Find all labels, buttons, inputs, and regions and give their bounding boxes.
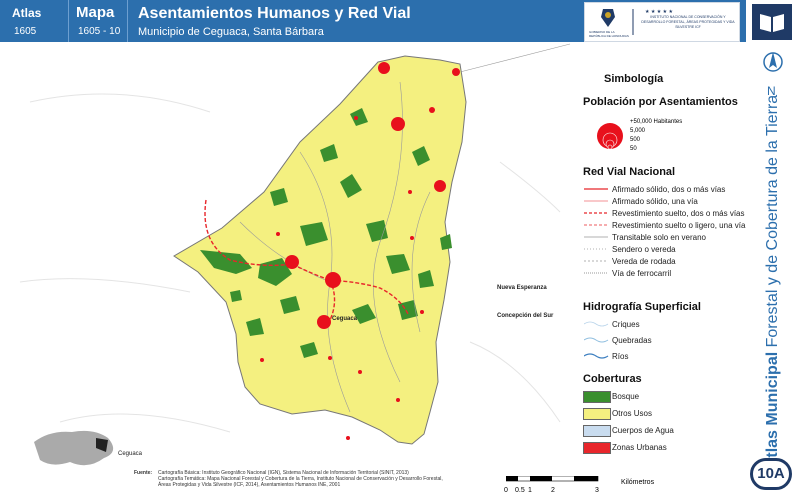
north-label: N bbox=[767, 84, 776, 98]
pop-item-4: 50 bbox=[630, 146, 637, 152]
cover-swatch-otros-usos bbox=[583, 408, 611, 420]
atlas-value: 1605 bbox=[14, 26, 37, 37]
population-symbols bbox=[597, 123, 623, 150]
legend-cover-title: Coberturas bbox=[583, 373, 642, 385]
footer-source-label: Fuente: bbox=[134, 470, 153, 476]
scale-tick-0: 0 bbox=[504, 487, 508, 494]
place-label-nueva-esperanza: Nueva Esperanza bbox=[497, 285, 547, 291]
vertical-title-bold: Atlas Municipal bbox=[764, 351, 781, 470]
settlements bbox=[260, 62, 460, 440]
inset-leader-line bbox=[459, 43, 571, 73]
road-item-1: Afirmado sólido, dos o más vías bbox=[612, 185, 726, 194]
legend-population-title: Población por Asentamientos bbox=[583, 96, 738, 108]
map-badge: 10A bbox=[750, 458, 792, 490]
mapa-cell: Mapa 1605 - 10 bbox=[69, 0, 128, 42]
header-bar: Atlas 1605 Mapa 1605 - 10 Asentamientos … bbox=[0, 0, 746, 42]
map-canvas[interactable] bbox=[0, 42, 746, 500]
hydro-item-1: Criques bbox=[612, 320, 640, 329]
mapa-label: Mapa bbox=[76, 4, 115, 21]
road-item-7: Vereda de rodada bbox=[612, 257, 676, 266]
place-label-concepcion-del-sur: Concepción del Sur bbox=[497, 313, 554, 319]
scale-tick-1: 0.5 bbox=[515, 487, 525, 494]
coat-of-arms-icon: ★ ★ ★ ★ ★ bbox=[601, 9, 673, 35]
legend-road-title: Red Vial Nacional bbox=[583, 166, 676, 178]
place-label-ceguaca: Ceguaca bbox=[332, 316, 358, 322]
mapa-value: 1605 - 10 bbox=[78, 26, 121, 37]
institution-logos: ★ ★ ★ ★ ★ GOBIERNO DE LA REPÚBLICA DE HO… bbox=[584, 2, 740, 42]
cover-swatch-urbanas bbox=[583, 442, 611, 454]
footer-line-1: Cartografía Básica: Instituto Geográfico… bbox=[158, 470, 409, 476]
hydro-symbols bbox=[584, 321, 609, 359]
cover-item-1: Bosque bbox=[612, 392, 640, 401]
svg-text:★ ★ ★ ★ ★: ★ ★ ★ ★ ★ bbox=[645, 9, 673, 15]
logo-right-text: INSTITUTO NACIONAL DE CONSERVACIÓN Y DES… bbox=[641, 15, 735, 29]
logo-left-text: GOBIERNO DE LA REPÚBLICA DE HONDURAS bbox=[589, 30, 629, 38]
cover-item-2: Otros Usos bbox=[612, 409, 653, 418]
legend-title: Simbología bbox=[604, 73, 664, 85]
hydro-item-2: Quebradas bbox=[612, 336, 652, 345]
scale-bar bbox=[506, 476, 599, 482]
scale-tick-3: 2 bbox=[551, 487, 555, 494]
scale-tick-2: 1 bbox=[528, 487, 532, 494]
pop-item-1: +50,000 Habitantes bbox=[630, 119, 683, 125]
terrain-lines bbox=[19, 93, 561, 433]
cover-item-3: Cuerpos de Agua bbox=[612, 426, 674, 435]
side-panel: N bbox=[746, 0, 800, 500]
atlas-label: Atlas bbox=[12, 6, 42, 20]
north-arrow-icon bbox=[763, 52, 783, 72]
cover-swatch-bosque bbox=[583, 391, 611, 403]
streams bbox=[239, 81, 431, 413]
cover-swatch-agua bbox=[583, 425, 611, 437]
cover-item-4: Zonas Urbanas bbox=[612, 443, 667, 452]
footer-line-2: Cartografía Temática: Mapa Nacional Fore… bbox=[158, 476, 443, 482]
road-item-4: Revestimiento suelto o ligero, una vía bbox=[612, 221, 746, 230]
inset-highlight bbox=[96, 438, 108, 452]
road-item-2: Afirmado sólido, una vía bbox=[612, 197, 698, 206]
page-title: Asentamientos Humanos y Red Vial bbox=[138, 5, 411, 22]
pop-item-3: 500 bbox=[630, 137, 641, 143]
footer-line-3: Áreas Protegidas y Vida Silvestre (ICF, … bbox=[158, 482, 341, 488]
page-subtitle: Municipio de Ceguaca, Santa Bárbara bbox=[138, 26, 324, 38]
country-inset-map bbox=[34, 430, 114, 466]
pop-item-2: 5,000 bbox=[630, 128, 646, 134]
hydro-item-3: Ríos bbox=[612, 352, 629, 361]
atlas-cell: Atlas 1605 bbox=[0, 0, 69, 42]
municipality-boundary bbox=[173, 55, 467, 445]
book-icon bbox=[752, 4, 792, 40]
vertical-title: Atlas Municipal Forestal y de Cobertura … bbox=[764, 95, 782, 469]
legend-hydro-title: Hidrografía Superficial bbox=[583, 301, 701, 313]
road-symbols bbox=[584, 188, 608, 274]
forest-patches bbox=[200, 108, 452, 358]
inset-label: Ceguaca bbox=[118, 451, 143, 457]
scale-unit: Kilómetros bbox=[621, 479, 655, 486]
road-item-8: Vía de ferrocarril bbox=[612, 269, 672, 278]
vertical-title-rest: Forestal y de Cobertura de la Tierra bbox=[764, 94, 781, 352]
road-item-3: Revestimiento suelto, dos o más vías bbox=[612, 209, 745, 218]
road-item-6: Sendero o vereda bbox=[612, 245, 676, 254]
scale-tick-4: 3 bbox=[595, 487, 599, 494]
road-item-5: Transitable solo en verano bbox=[612, 233, 706, 242]
